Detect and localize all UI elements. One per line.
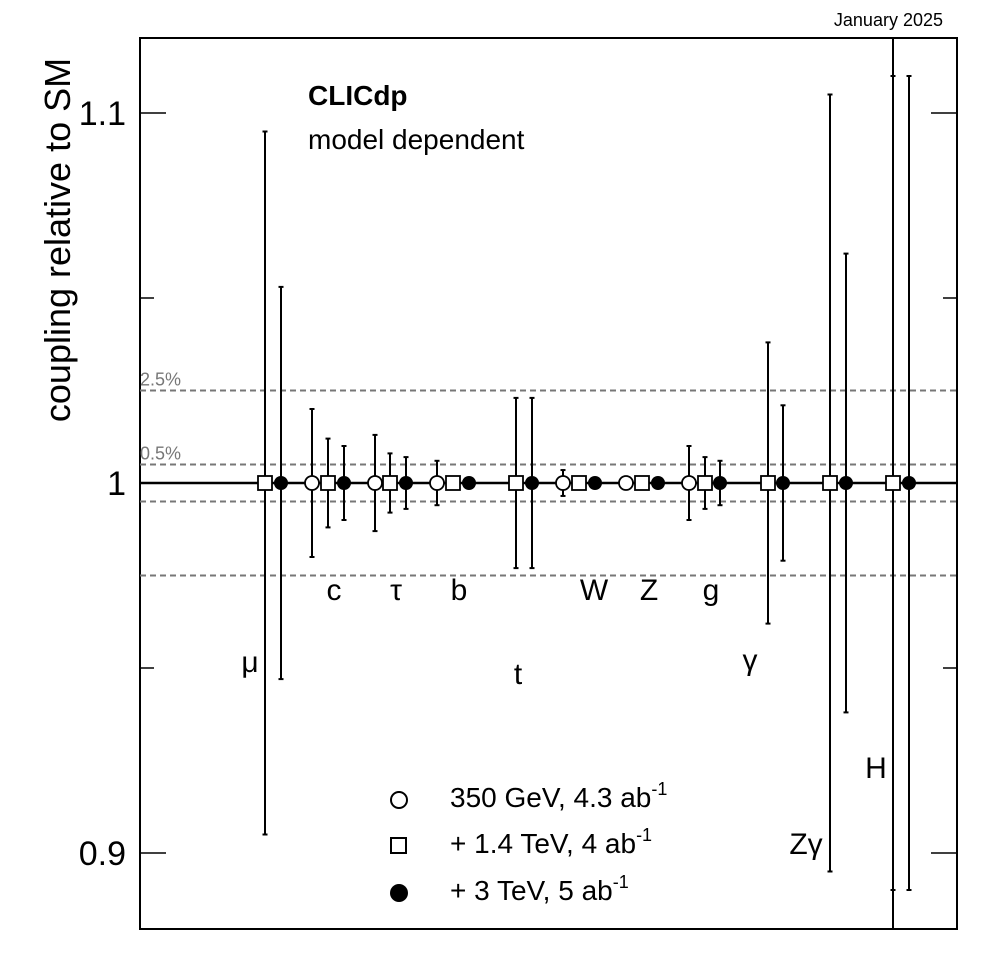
marker-3tev-γ (776, 476, 790, 490)
legend-sup: -1 (636, 825, 653, 845)
y-tick-label-1.1: 1.1 (79, 95, 126, 133)
marker-3tev-τ (399, 476, 413, 490)
marker-350gev-c (304, 475, 320, 491)
y-axis-label: coupling relative to SM (37, 57, 78, 423)
marker-350gev-g (681, 475, 697, 491)
marker-3tev-Z (651, 476, 665, 490)
marker-1p4tev-Zγ (822, 475, 838, 491)
legend-open-square-marker (390, 837, 407, 854)
marker-350gev-W (555, 475, 571, 491)
marker-3tev-c (337, 476, 351, 490)
coupling-label-H: H (865, 752, 887, 785)
marker-1p4tev-μ (257, 475, 273, 491)
legend-label: + 1.4 TeV, 4 ab (450, 828, 637, 859)
coupling-label-τ: τ (390, 574, 402, 607)
marker-3tev-Zγ (839, 476, 853, 490)
marker-350gev-Z (618, 475, 634, 491)
marker-350gev-τ (367, 475, 383, 491)
marker-3tev-t (525, 476, 539, 490)
legend-filled-circle-marker (390, 884, 408, 902)
marker-1p4tev-c (320, 475, 336, 491)
legend-item-1p4tev: + 1.4 TeV, 4 ab-1 (450, 825, 653, 860)
subtitle-label: model dependent (308, 124, 525, 155)
legend-item-350gev: 350 GeV, 4.3 ab-1 (450, 779, 668, 814)
coupling-label-Z: Z (640, 574, 658, 607)
marker-350gev-b (429, 475, 445, 491)
marker-1p4tev-g (697, 475, 713, 491)
coupling-label-W: W (580, 574, 609, 607)
coupling-label-b: b (451, 574, 468, 607)
coupling-label-μ: μ (241, 646, 258, 679)
marker-1p4tev-t (508, 475, 524, 491)
marker-1p4tev-Z (634, 475, 650, 491)
band-label-2.5%: 2.5% (140, 370, 181, 390)
marker-3tev-W (588, 476, 602, 490)
band-label-0.5%: 0.5% (140, 444, 181, 464)
marker-3tev-b (462, 476, 476, 490)
marker-1p4tev-H (885, 475, 901, 491)
marker-1p4tev-W (571, 475, 587, 491)
legend-sup: -1 (651, 779, 668, 799)
coupling-label-Zγ: Zγ (789, 828, 822, 861)
y-tick-label-1: 1 (107, 465, 126, 503)
legend-label: + 3 TeV, 5 ab (450, 875, 613, 906)
coupling-label-t: t (514, 658, 523, 691)
coupling-label-g: g (703, 574, 720, 607)
marker-3tev-H (902, 476, 916, 490)
marker-1p4tev-γ (760, 475, 776, 491)
legend-item-3tev: + 3 TeV, 5 ab-1 (450, 872, 629, 907)
marker-1p4tev-b (445, 475, 461, 491)
marker-3tev-μ (274, 476, 288, 490)
marker-3tev-g (713, 476, 727, 490)
legend-label: 350 GeV, 4.3 ab (450, 782, 652, 813)
coupling-label-c: c (327, 574, 342, 607)
brand-label: CLICdp (308, 80, 408, 111)
chart-date: January 2025 (833, 10, 943, 30)
marker-1p4tev-τ (382, 475, 398, 491)
coupling-label-γ: γ (743, 644, 758, 677)
y-tick-label-0.9: 0.9 (79, 835, 126, 873)
legend-open-circle-marker (390, 791, 408, 809)
legend-sup: -1 (612, 872, 629, 892)
